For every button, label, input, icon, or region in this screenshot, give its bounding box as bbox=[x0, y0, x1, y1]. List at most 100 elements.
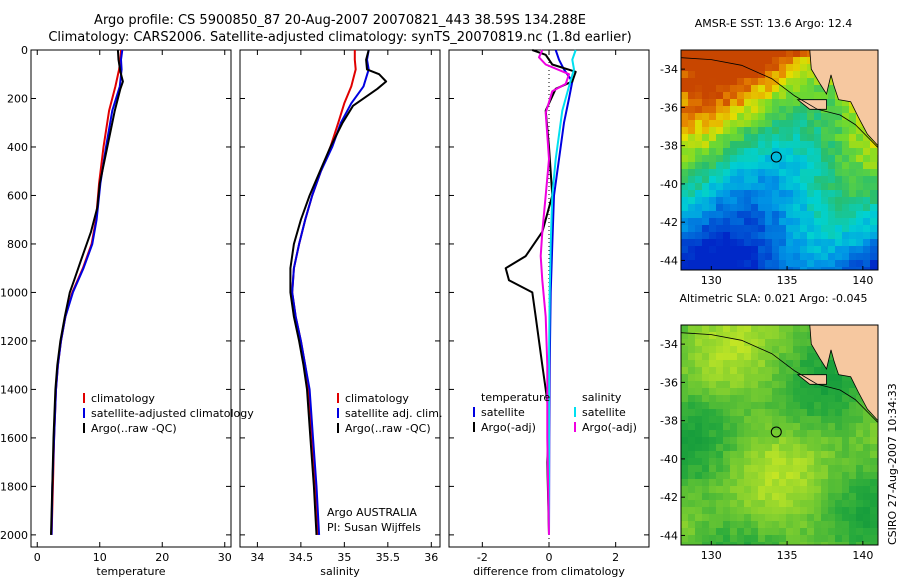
map-cell bbox=[758, 155, 766, 163]
map-cell bbox=[751, 253, 759, 261]
map-cell bbox=[758, 169, 766, 177]
map-cell bbox=[779, 204, 787, 212]
map-cell bbox=[800, 134, 808, 142]
map-cell bbox=[737, 197, 745, 205]
map-cell bbox=[695, 232, 703, 240]
map-cell bbox=[723, 521, 731, 529]
map-cell bbox=[695, 465, 703, 473]
y-tick-label: -42 bbox=[660, 491, 678, 504]
map-cell bbox=[842, 204, 850, 212]
map-cell bbox=[737, 85, 745, 93]
map-cell bbox=[702, 388, 710, 396]
map-title: AMSR-E SST: 13.6 Argo: 12.4 bbox=[695, 17, 853, 30]
map-cell bbox=[737, 183, 745, 191]
map-cell bbox=[716, 486, 724, 494]
map-cell bbox=[716, 85, 724, 93]
map-cell bbox=[772, 183, 780, 191]
map-cell bbox=[709, 374, 717, 382]
map-cell bbox=[765, 514, 773, 522]
map-cell bbox=[723, 423, 731, 431]
map-cell bbox=[765, 360, 773, 368]
map-cell bbox=[688, 444, 696, 452]
map-cell bbox=[849, 113, 857, 121]
map-cell bbox=[751, 71, 759, 79]
map-cell bbox=[779, 148, 787, 156]
map-cell bbox=[849, 232, 857, 240]
map-cell bbox=[849, 486, 857, 494]
map-cell bbox=[856, 514, 864, 522]
map-cell bbox=[835, 486, 843, 494]
map-cell bbox=[828, 437, 836, 445]
map-cell bbox=[863, 500, 871, 508]
map-cell bbox=[849, 204, 857, 212]
map-cell bbox=[772, 367, 780, 375]
map-cell bbox=[793, 148, 801, 156]
map-cell bbox=[716, 127, 724, 135]
map-cell bbox=[779, 325, 787, 333]
map-cell bbox=[786, 78, 794, 86]
map-cell bbox=[730, 50, 738, 58]
map-cell bbox=[702, 395, 710, 403]
map-cell bbox=[779, 423, 787, 431]
map-cell bbox=[835, 267, 843, 270]
map-cell bbox=[688, 346, 696, 354]
map-cell bbox=[751, 113, 759, 121]
map-cell bbox=[765, 92, 773, 100]
map-cell bbox=[737, 367, 745, 375]
map-cell bbox=[765, 395, 773, 403]
map-cell bbox=[807, 211, 815, 219]
map-cell bbox=[779, 332, 787, 340]
map-cell bbox=[814, 472, 822, 480]
map-cell bbox=[702, 50, 710, 58]
map-cell bbox=[737, 246, 745, 254]
map-cell bbox=[709, 388, 717, 396]
map-cell bbox=[744, 472, 752, 480]
map-cell bbox=[807, 141, 815, 149]
map-cell bbox=[856, 162, 864, 170]
map-cell bbox=[772, 85, 780, 93]
map-cell bbox=[821, 232, 829, 240]
map-cell bbox=[744, 113, 752, 121]
map-cell bbox=[786, 346, 794, 354]
map-cell bbox=[730, 92, 738, 100]
map-cell bbox=[842, 542, 850, 545]
map-cell bbox=[779, 218, 787, 226]
map-cell bbox=[849, 218, 857, 226]
map-cell bbox=[730, 437, 738, 445]
map-cell bbox=[744, 367, 752, 375]
map-cell bbox=[793, 253, 801, 261]
map-cell bbox=[744, 197, 752, 205]
map-cell bbox=[835, 239, 843, 247]
map-cell bbox=[786, 64, 794, 72]
map-cell bbox=[737, 409, 745, 417]
map-cell bbox=[807, 78, 815, 86]
map-cell bbox=[828, 500, 836, 508]
map-cell bbox=[730, 169, 738, 177]
legend-group-title: salinity bbox=[582, 391, 622, 404]
map-cell bbox=[828, 430, 836, 438]
map-cell bbox=[772, 260, 780, 268]
x-tick-label: 130 bbox=[701, 549, 722, 562]
map-cell bbox=[702, 162, 710, 170]
map-cell bbox=[702, 169, 710, 177]
map-cell bbox=[814, 542, 822, 545]
map-cell bbox=[842, 444, 850, 452]
map-cell bbox=[835, 225, 843, 233]
map-cell bbox=[821, 472, 829, 480]
map-cell bbox=[751, 528, 759, 536]
map-cell bbox=[807, 176, 815, 184]
map-cell bbox=[730, 246, 738, 254]
map-cell bbox=[821, 92, 829, 100]
map-cell bbox=[758, 127, 766, 135]
map-cell bbox=[814, 197, 822, 205]
map-cell bbox=[709, 218, 717, 226]
map-cell bbox=[779, 64, 787, 72]
map-cell bbox=[842, 169, 850, 177]
map-cell bbox=[688, 395, 696, 403]
map-cell bbox=[765, 141, 773, 149]
map-cell bbox=[793, 514, 801, 522]
map-cell bbox=[772, 500, 780, 508]
map-cell bbox=[758, 395, 766, 403]
series-line bbox=[289, 49, 388, 535]
